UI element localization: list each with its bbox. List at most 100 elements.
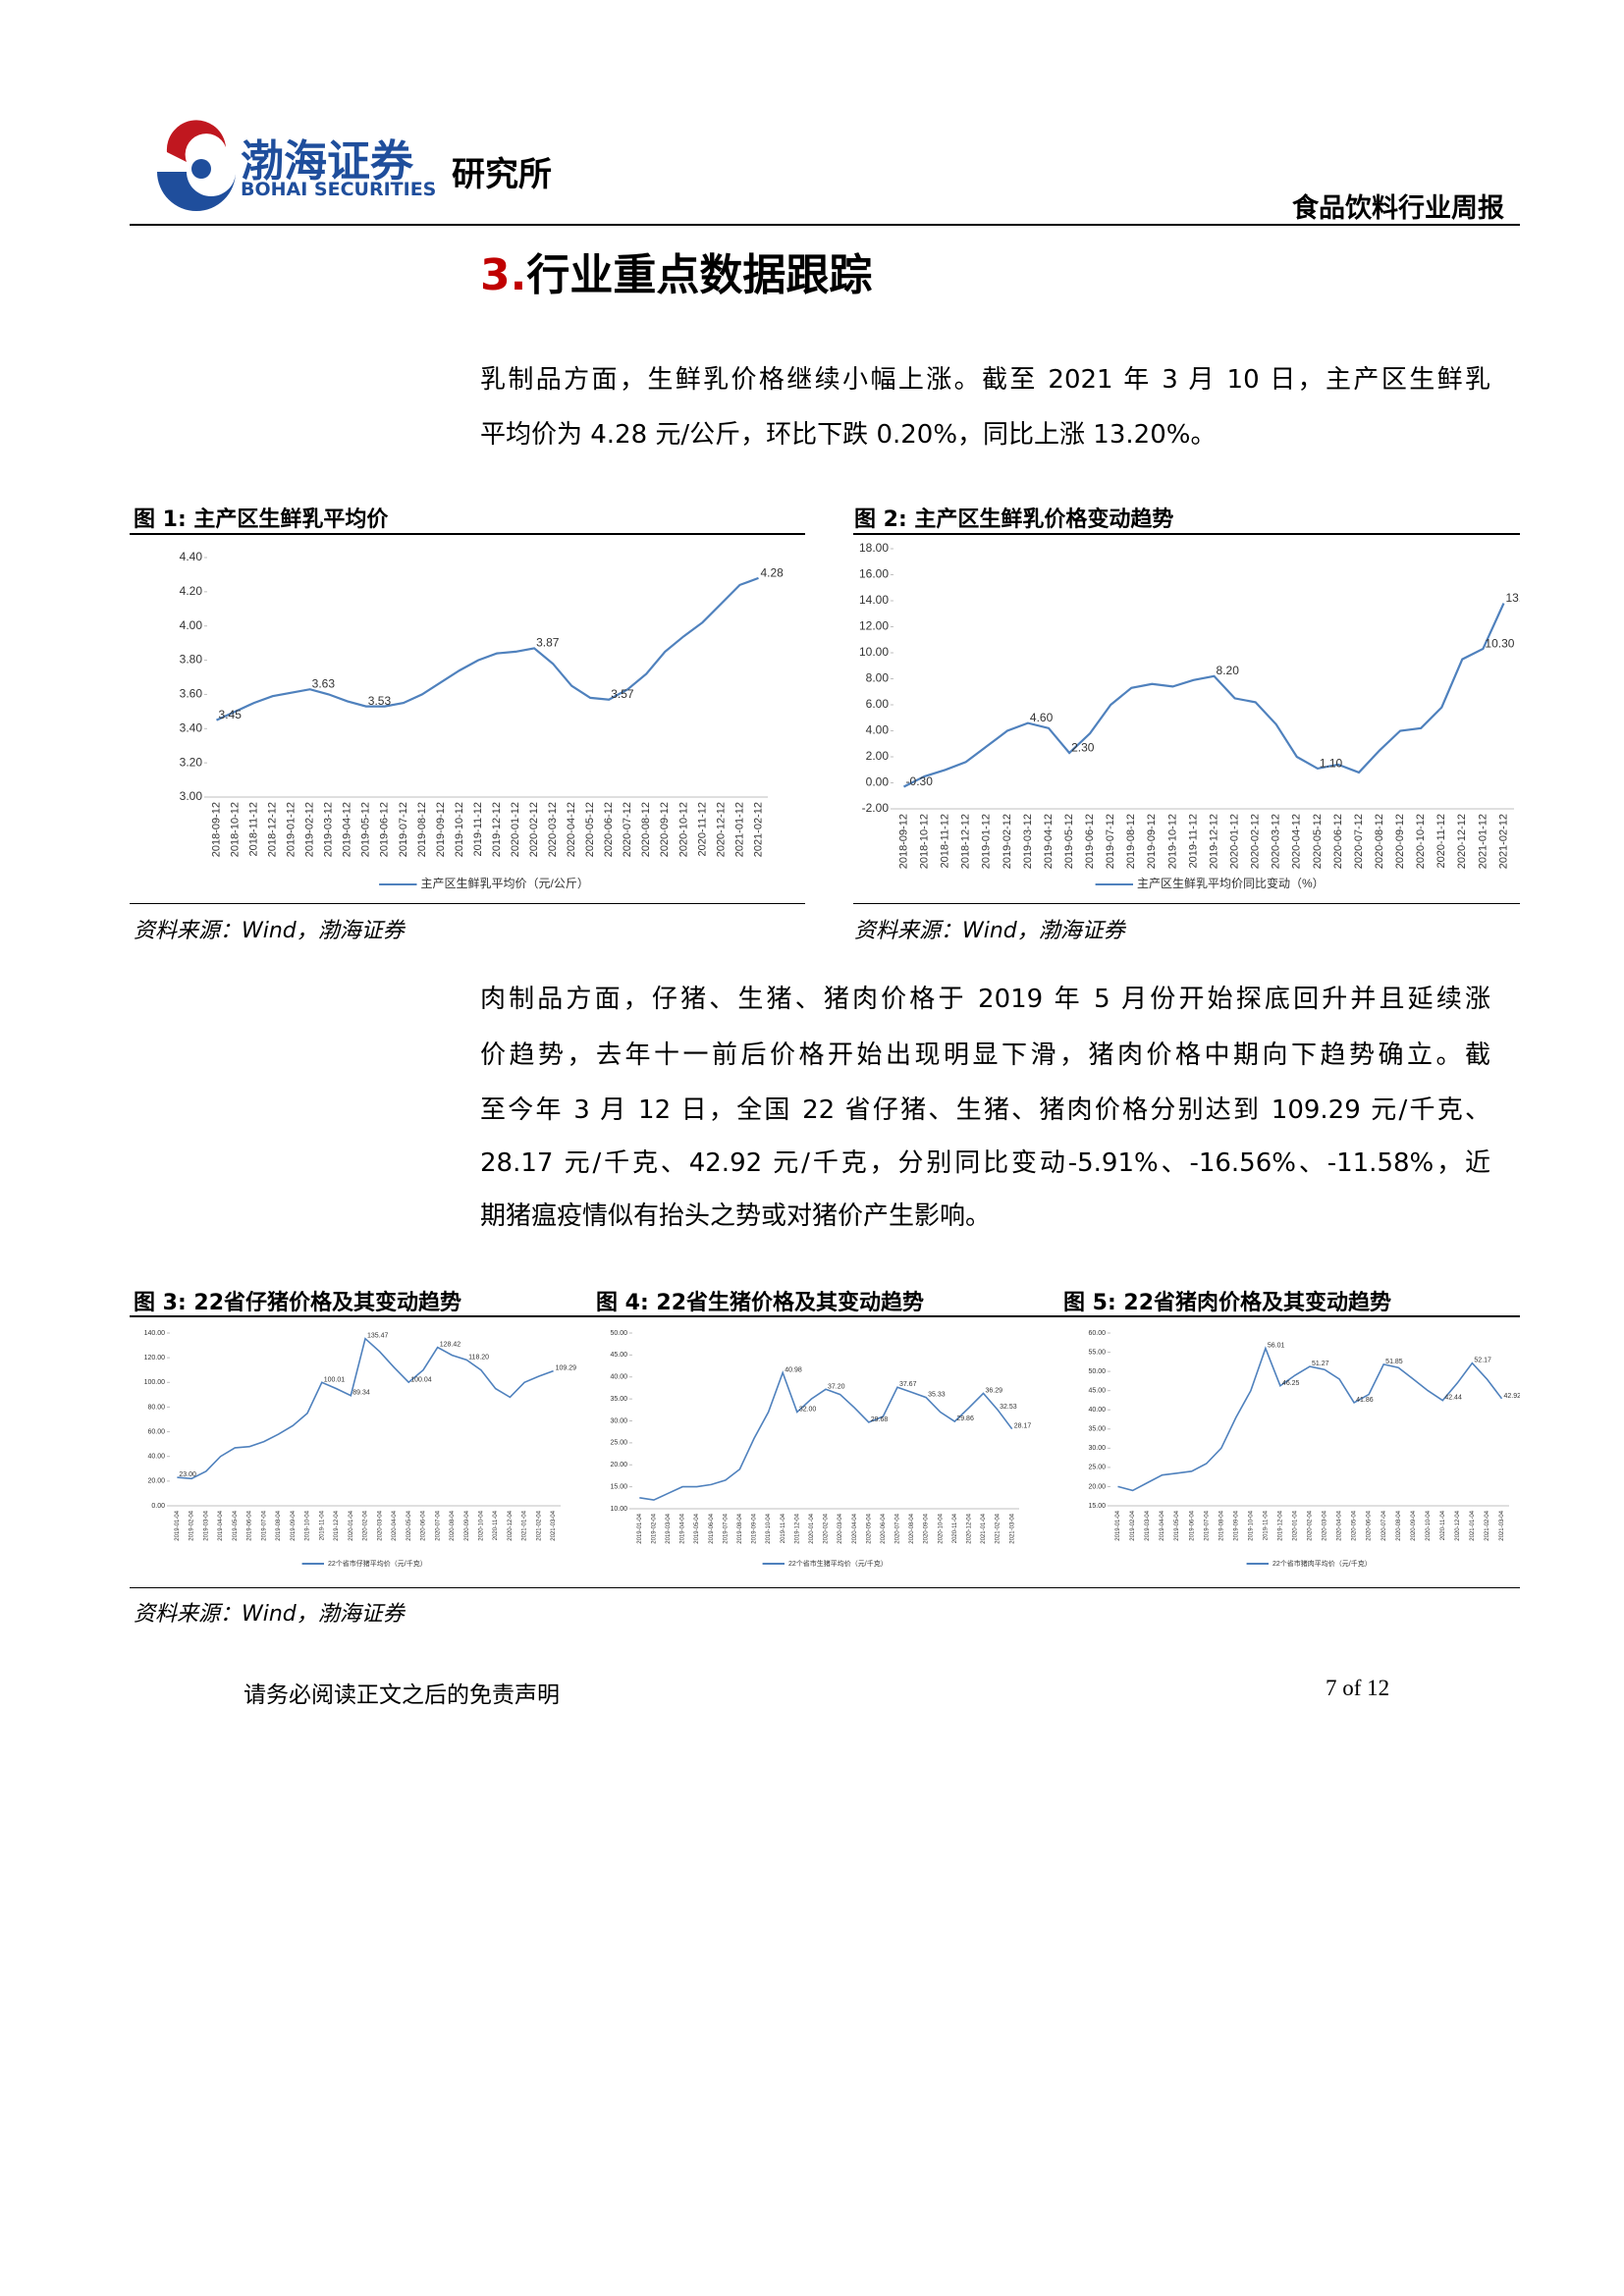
y-tick-label: 0.00	[151, 1503, 165, 1510]
x-tick-label: 2019-05-04	[694, 1513, 700, 1543]
y-tick-label: 4.00	[180, 618, 203, 632]
data-label: 3.45	[219, 708, 243, 721]
x-tick-label: 2020-05-04	[406, 1510, 412, 1540]
y-tick-label: 3.40	[180, 721, 203, 734]
y-tick-label: 20.00	[610, 1462, 627, 1468]
data-label: 3.87	[536, 636, 560, 650]
x-tick-label: 2020-02-12	[528, 802, 540, 857]
text-line: 至今年 3 月 12 日，全国 22 省仔猪、生猪、猪肉价格分别达到 109.2…	[480, 1095, 1490, 1125]
x-tick-label: 2020-03-12	[547, 802, 559, 857]
legend-label: 22个省市猪肉平均价（元/千克）	[1272, 1559, 1372, 1568]
x-tick-label: 2021-01-04	[522, 1510, 528, 1540]
data-label: 13.80	[1505, 591, 1520, 605]
data-label: 3.57	[611, 687, 634, 701]
chart: 3.00 3.20 3.40 3.60 3.80 4.00 4.20 4.40 2018-09-…	[180, 550, 785, 890]
x-tick-label: 2020-03-04	[377, 1510, 383, 1540]
text-line: 平均价为 4.28 元/公斤，环比下跌 0.20%，同比上涨 13.20%。	[480, 420, 1217, 450]
data-label: 23.00	[179, 1471, 196, 1478]
y-tick-label: 10.00	[859, 645, 889, 659]
y-tick-label: 140.00	[144, 1330, 166, 1337]
data-label: 8.20	[1217, 664, 1240, 677]
y-tick-label: 12.00	[859, 619, 889, 633]
y-tick-label: 14.00	[859, 593, 889, 607]
line-series	[177, 1337, 554, 1480]
x-tick-label: 2020-11-12	[1435, 814, 1447, 868]
figure-rule	[130, 533, 805, 535]
x-tick-label: 2020-12-04	[967, 1513, 973, 1543]
y-tick-label: 18.00	[859, 541, 889, 555]
x-tick-label: 2021-01-04	[981, 1513, 987, 1543]
x-tick-label: 2019-03-04	[203, 1510, 209, 1540]
x-tick-label: 2018-12-12	[267, 802, 279, 857]
data-label: 40.98	[785, 1366, 802, 1373]
y-tick-label: 15.00	[610, 1483, 627, 1490]
x-tick-label: 2019-07-12	[398, 802, 409, 857]
x-tick-label: 2020-10-12	[677, 802, 689, 857]
x-tick-label: 2020-09-04	[1411, 1510, 1417, 1540]
section-title: 3.行业重点数据跟踪	[480, 240, 872, 302]
section-number: 3.	[480, 250, 527, 300]
data-label: 100.01	[324, 1376, 346, 1383]
data-label: 4.28	[760, 565, 784, 579]
x-tick-label: 2020-05-04	[866, 1513, 872, 1543]
x-tick-label: 2019-11-04	[319, 1510, 325, 1540]
x-tick-label: 2020-10-04	[479, 1510, 485, 1540]
data-label: 28.17	[1014, 1423, 1032, 1430]
legend-label: 主产区生鲜乳平均价（元/公斤）	[421, 877, 589, 890]
x-tick-label: 2020-07-12	[1353, 814, 1365, 869]
data-label: 118.20	[468, 1354, 489, 1361]
data-label: 46.25	[1282, 1380, 1300, 1387]
data-label: 128.42	[440, 1342, 461, 1349]
x-tick-label: 2019-06-04	[247, 1510, 253, 1540]
x-tick-label: 2021-01-12	[1477, 814, 1489, 869]
x-tick-label: 2018-12-12	[960, 814, 972, 869]
data-label: -0.30	[906, 774, 934, 788]
y-tick-label: 6.00	[866, 697, 890, 711]
data-label: 135.47	[367, 1333, 389, 1340]
x-tick-label: 2019-06-12	[379, 802, 391, 857]
x-tick-label: 2020-12-12	[1456, 814, 1468, 869]
x-tick-label: 2020-07-04	[895, 1513, 901, 1543]
chart: 10.00 15.00 20.00 25.00 30.00 35.00 40.00 45.00…	[610, 1330, 1032, 1568]
x-tick-label: 2019-10-04	[1248, 1510, 1254, 1540]
x-tick-label: 2020-06-04	[1367, 1510, 1373, 1540]
disclaimer: 请务必阅读正文之后的免责声明	[244, 1682, 560, 1708]
x-tick-label: 2020-08-04	[450, 1510, 456, 1540]
x-tick-label: 2020-04-04	[852, 1513, 858, 1543]
source: 资料来源：Wind，渤海证券	[134, 919, 405, 943]
x-tick-label: 2020-01-12	[1229, 814, 1241, 869]
x-tick-label: 2019-05-04	[1174, 1510, 1180, 1540]
x-tick-label: 2019-12-04	[334, 1510, 340, 1540]
y-tick-label: 25.00	[610, 1440, 627, 1447]
x-tick-label: 2019-06-04	[1189, 1510, 1195, 1540]
y-tick-label: 20.00	[147, 1478, 165, 1485]
x-tick-label: 2020-06-12	[603, 802, 615, 857]
y-tick-label: 4.20	[180, 584, 203, 598]
x-tick-label: 2020-02-12	[1250, 814, 1262, 869]
y-tick-label: 35.00	[610, 1396, 627, 1403]
x-tick-label: 2020-09-04	[924, 1513, 930, 1543]
figure-caption: 图 5: 22省猪肉价格及其变动趋势	[1063, 1291, 1392, 1315]
y-tick-label: 100.00	[144, 1379, 166, 1386]
x-tick-label: 2020-01-04	[809, 1513, 815, 1543]
x-tick-label: 2021-03-04	[1499, 1510, 1505, 1540]
x-tick-label: 2019-09-12	[1146, 814, 1158, 869]
x-tick-label: 2021-03-04	[551, 1510, 557, 1540]
dept: 研究所	[452, 155, 552, 194]
x-tick-label: 2020-07-04	[435, 1510, 441, 1540]
x-tick-label: 2019-12-12	[1208, 814, 1219, 869]
data-label: 1.10	[1320, 756, 1343, 770]
x-tick-label: 2019-12-12	[491, 802, 503, 857]
x-tick-label: 2020-08-12	[1374, 814, 1385, 869]
x-tick-label: 2020-10-12	[1415, 814, 1427, 869]
x-tick-label: 2018-10-12	[919, 814, 931, 869]
x-tick-label: 2019-12-04	[1278, 1510, 1284, 1540]
x-tick-label: 2018-09-12	[897, 814, 909, 869]
line-series	[903, 603, 1505, 788]
data-label: 42.92	[1503, 1393, 1520, 1400]
x-tick-label: 2019-02-04	[1130, 1510, 1136, 1540]
data-label: 109.29	[556, 1365, 577, 1372]
y-tick-label: 15.00	[1088, 1503, 1106, 1510]
x-tick-label: 2019-01-04	[1115, 1510, 1121, 1540]
